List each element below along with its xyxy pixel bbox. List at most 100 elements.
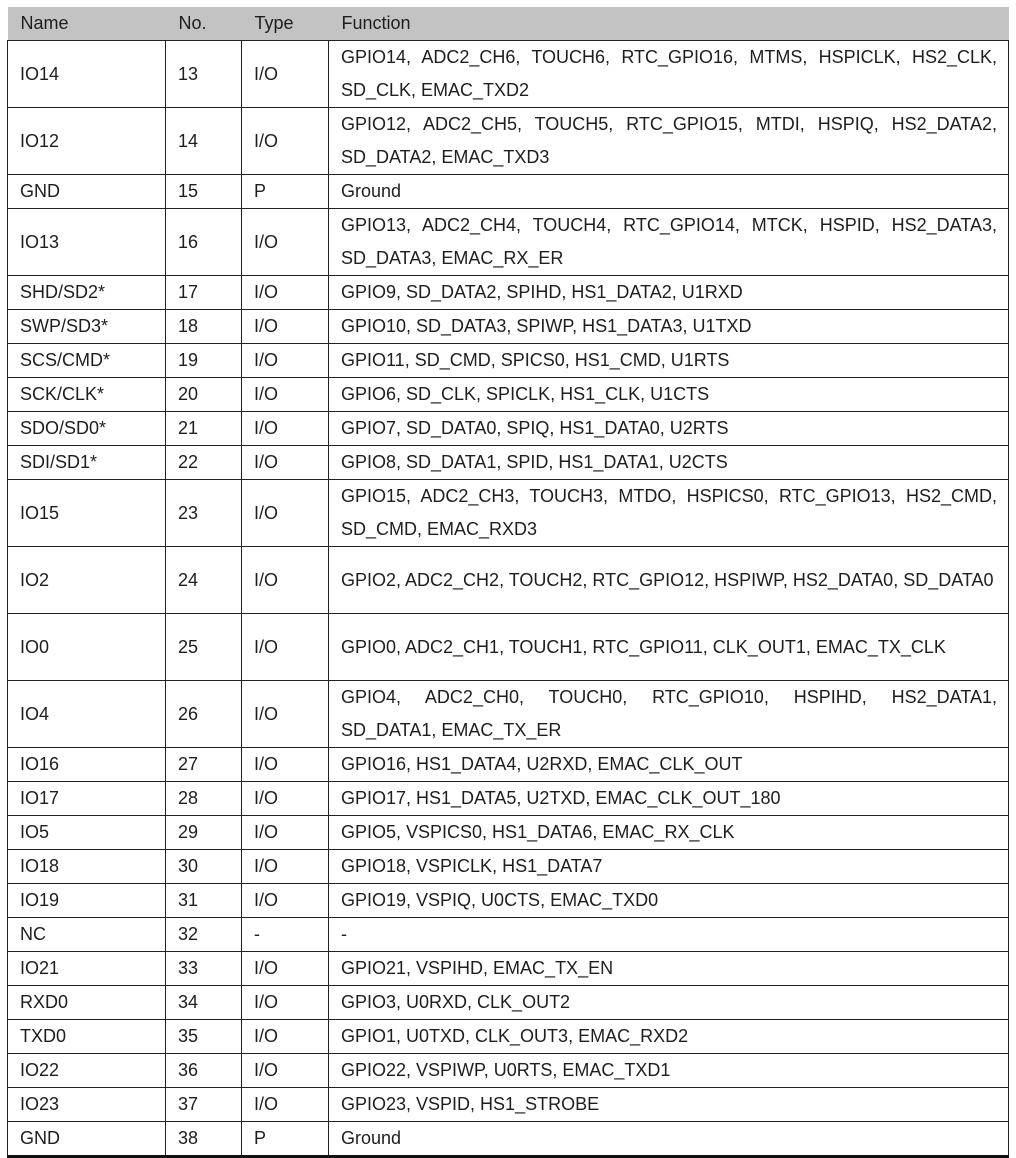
- table-row: IO4 26 I/O GPIO4, ADC2_CH0, TOUCH0, RTC_GPI…: [7, 680, 1009, 748]
- pin-name-cell: IO12: [7, 107, 166, 175]
- pin-name-cell: SCS/CMD*: [7, 343, 166, 378]
- pin-number-cell: 16: [165, 208, 242, 276]
- pin-name-cell: IO13: [7, 208, 166, 276]
- pin-name-cell: IO22: [7, 1053, 166, 1088]
- pin-type-cell: I/O: [241, 985, 329, 1020]
- pin-number-cell: 17: [165, 275, 242, 310]
- table-row: SWP/SD3* 18 I/O GPIO10, SD_DATA3, SPIWP, HS…: [7, 309, 1009, 344]
- pin-function-cell: GPIO16, HS1_DATA4, U2RXD, EMAC_CLK_OUT: [328, 747, 1009, 782]
- pin-name-cell: IO18: [7, 849, 166, 884]
- pin-name-cell: IO14: [7, 40, 166, 108]
- pin-function-cell: GPIO0, ADC2_CH1, TOUCH1, RTC_GPIO11, CLK…: [328, 613, 1009, 681]
- pin-name-cell: SDO/SD0*: [7, 411, 166, 446]
- table-row: RXD0 34 I/O GPIO3, U0RXD, CLK_OUT2: [7, 985, 1009, 1020]
- header-name: Name: [7, 7, 166, 41]
- pin-name-cell: SWP/SD3*: [7, 309, 166, 344]
- pin-name-cell: TXD0: [7, 1019, 166, 1054]
- pin-number-cell: 14: [165, 107, 242, 175]
- pin-type-cell: I/O: [241, 445, 329, 480]
- pin-number-cell: 29: [165, 815, 242, 850]
- header-type: Type: [241, 7, 329, 41]
- pin-type-cell: I/O: [241, 951, 329, 986]
- pin-number-cell: 28: [165, 781, 242, 816]
- pin-number-cell: 31: [165, 883, 242, 918]
- pin-number-cell: 18: [165, 309, 242, 344]
- pin-function-cell: GPIO17, HS1_DATA5, U2TXD, EMAC_CLK_OUT_1…: [328, 781, 1009, 816]
- pin-function-cell: GPIO10, SD_DATA3, SPIWP, HS1_DATA3, U1TX…: [328, 309, 1009, 344]
- pin-type-cell: I/O: [241, 275, 329, 310]
- pin-type-cell: I/O: [241, 208, 329, 276]
- pin-function-cell: GPIO6, SD_CLK, SPICLK, HS1_CLK, U1CTS: [328, 377, 1009, 412]
- table-row: SDO/SD0* 21 I/O GPIO7, SD_DATA0, SPIQ, HS1_…: [7, 411, 1009, 446]
- pin-function-cell: GPIO19, VSPIQ, U0CTS, EMAC_TXD0: [328, 883, 1009, 918]
- header-function: Function: [328, 7, 1009, 41]
- pin-number-cell: 27: [165, 747, 242, 782]
- pin-name-cell: IO15: [7, 479, 166, 547]
- pin-number-cell: 30: [165, 849, 242, 884]
- table-row: SCK/CLK* 20 I/O GPIO6, SD_CLK, SPICLK, HS1_…: [7, 377, 1009, 412]
- header-row: Name No. Type Function: [7, 7, 1009, 41]
- table-row: IO0 25 I/O GPIO0, ADC2_CH1, TOUCH1, RTC_GPI…: [7, 613, 1009, 681]
- pin-type-cell: I/O: [241, 1019, 329, 1054]
- pin-type-cell: I/O: [241, 107, 329, 175]
- pin-name-cell: SCK/CLK*: [7, 377, 166, 412]
- pin-function-cell: GPIO21, VSPIHD, EMAC_TX_EN: [328, 951, 1009, 986]
- pin-function-cell: GPIO1, U0TXD, CLK_OUT3, EMAC_RXD2: [328, 1019, 1009, 1054]
- table-row: TXD0 35 I/O GPIO1, U0TXD, CLK_OUT3, EMAC_RX…: [7, 1019, 1009, 1054]
- pin-function-cell: GPIO18, VSPICLK, HS1_DATA7: [328, 849, 1009, 884]
- pin-type-cell: I/O: [241, 849, 329, 884]
- pin-type-cell: I/O: [241, 546, 329, 614]
- pin-function-cell: GPIO23, VSPID, HS1_STROBE: [328, 1087, 1009, 1122]
- pin-function-cell: Ground: [328, 1121, 1009, 1158]
- pin-number-cell: 15: [165, 174, 242, 209]
- pin-number-cell: 20: [165, 377, 242, 412]
- pin-type-cell: I/O: [241, 343, 329, 378]
- pin-name-cell: NC: [7, 917, 166, 952]
- table-row: IO2 24 I/O GPIO2, ADC2_CH2, TOUCH2, RTC_GPI…: [7, 546, 1009, 614]
- pin-function-cell: GPIO11, SD_CMD, SPICS0, HS1_CMD, U1RTS: [328, 343, 1009, 378]
- pin-number-cell: 37: [165, 1087, 242, 1122]
- pin-name-cell: IO17: [7, 781, 166, 816]
- pin-function-cell: GPIO22, VSPIWP, U0RTS, EMAC_TXD1: [328, 1053, 1009, 1088]
- pin-function-cell: GPIO8, SD_DATA1, SPID, HS1_DATA1, U2CTS: [328, 445, 1009, 480]
- table-row: NC 32- -: [7, 917, 1009, 952]
- pin-function-cell: GPIO3, U0RXD, CLK_OUT2: [328, 985, 1009, 1020]
- pin-function-cell: GPIO15, ADC2_CH3, TOUCH3, MTDO, HSPICS0,…: [328, 479, 1009, 547]
- table-row: IO21 33 I/O GPIO21, VSPIHD, EMAC_TX_EN: [7, 951, 1009, 986]
- pin-type-cell: I/O: [241, 781, 329, 816]
- table-row: IO23 37 I/O GPIO23, VSPID, HS1_STROBE: [7, 1087, 1009, 1122]
- table-row: SCS/CMD* 19 I/O GPIO11, SD_CMD, SPICS0, HS1…: [7, 343, 1009, 378]
- pin-name-cell: GND: [7, 174, 166, 209]
- pin-name-cell: IO2: [7, 546, 166, 614]
- pin-name-cell: SHD/SD2*: [7, 275, 166, 310]
- pin-type-cell: I/O: [241, 40, 329, 108]
- pin-function-cell: GPIO4, ADC2_CH0, TOUCH0, RTC_GPIO10, HSP…: [328, 680, 1009, 748]
- pin-number-cell: 22: [165, 445, 242, 480]
- pin-name-cell: IO23: [7, 1087, 166, 1122]
- table-row: GND 38 P Ground: [7, 1121, 1009, 1158]
- pin-name-cell: IO4: [7, 680, 166, 748]
- pin-type-cell: I/O: [241, 680, 329, 748]
- pin-type-cell: I/O: [241, 883, 329, 918]
- pin-function-cell: GPIO7, SD_DATA0, SPIQ, HS1_DATA0, U2RTS: [328, 411, 1009, 446]
- pin-type-cell: I/O: [241, 613, 329, 681]
- pin-name-cell: RXD0: [7, 985, 166, 1020]
- pin-number-cell: 19: [165, 343, 242, 378]
- table-row: IO16 27 I/O GPIO16, HS1_DATA4, U2RXD, EMAC_…: [7, 747, 1009, 782]
- pin-type-cell: I/O: [241, 377, 329, 412]
- table-row: IO15 23 I/O GPIO15, ADC2_CH3, TOUCH3, MTDO,…: [7, 479, 1009, 547]
- table-row: IO5 29 I/O GPIO5, VSPICS0, HS1_DATA6, EMAC_…: [7, 815, 1009, 850]
- pin-name-cell: IO21: [7, 951, 166, 986]
- table-row: IO18 30 I/O GPIO18, VSPICLK, HS1_DATA7: [7, 849, 1009, 884]
- pin-function-cell: GPIO9, SD_DATA2, SPIHD, HS1_DATA2, U1RXD: [328, 275, 1009, 310]
- pin-number-cell: 32: [165, 917, 242, 952]
- table-row: IO12 14 I/O GPIO12, ADC2_CH5, TOUCH5, RTC_G…: [7, 107, 1009, 175]
- pin-function-cell: GPIO2, ADC2_CH2, TOUCH2, RTC_GPIO12, HSP…: [328, 546, 1009, 614]
- pin-type-cell: -: [241, 917, 329, 952]
- pin-number-cell: 25: [165, 613, 242, 681]
- pin-number-cell: 35: [165, 1019, 242, 1054]
- pin-number-cell: 38: [165, 1121, 242, 1158]
- pin-definition-table: Name No. Type Function IO14 13 I/O GPIO14, …: [7, 7, 1009, 1158]
- table-row: IO13 16 I/O GPIO13, ADC2_CH4, TOUCH4, RTC_G…: [7, 208, 1009, 276]
- pin-type-cell: I/O: [241, 411, 329, 446]
